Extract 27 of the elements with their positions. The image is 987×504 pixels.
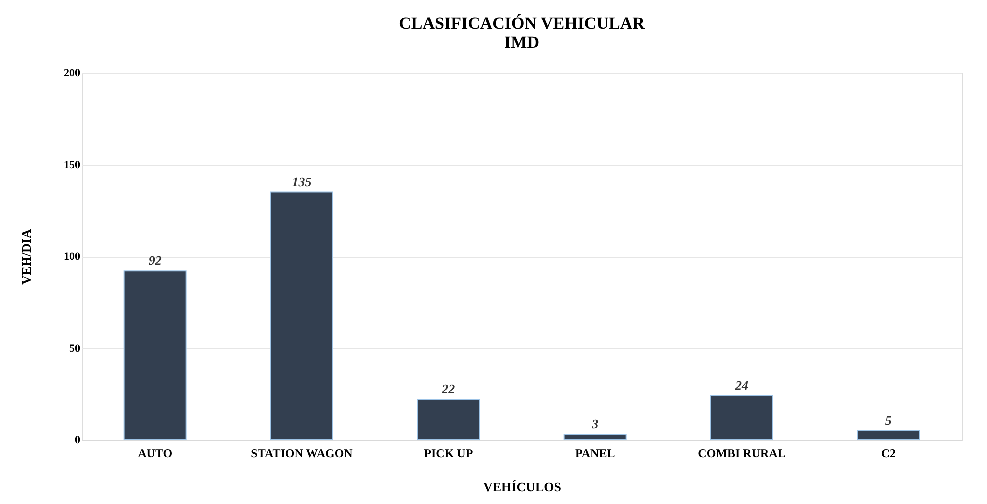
bar bbox=[124, 270, 187, 440]
bar bbox=[564, 434, 627, 440]
bar bbox=[857, 430, 920, 440]
y-tick-label: 50 bbox=[70, 342, 81, 355]
x-tick-label: PICK UP bbox=[424, 446, 474, 460]
x-tick-label: PANEL bbox=[575, 446, 616, 460]
y-tick-label: 0 bbox=[75, 434, 81, 446]
x-tick-label: COMBI RURAL bbox=[698, 446, 786, 460]
x-axis-title: VEHÍCULOS bbox=[483, 480, 562, 494]
bar bbox=[270, 192, 334, 440]
data-label: 22 bbox=[441, 382, 456, 397]
data-label: 92 bbox=[148, 253, 162, 268]
y-tick-label: 150 bbox=[64, 159, 81, 172]
x-tick-label: AUTO bbox=[138, 446, 173, 460]
chart-title: CLASIFICACIÓN VEHICULAR bbox=[399, 14, 646, 33]
data-label: 5 bbox=[885, 412, 892, 428]
y-axis-title: VEH/DIA bbox=[19, 228, 34, 285]
bar bbox=[417, 399, 480, 440]
y-tick-label: 100 bbox=[64, 251, 81, 263]
y-tick-label: 200 bbox=[64, 68, 81, 80]
data-label: 135 bbox=[292, 174, 312, 190]
bar bbox=[710, 395, 774, 440]
x-tick-label: STATION WAGON bbox=[251, 446, 354, 460]
x-tick-label: C2 bbox=[881, 446, 896, 460]
data-label: 3 bbox=[591, 416, 600, 432]
chart-subtitle: IMD bbox=[504, 33, 540, 52]
data-label: 24 bbox=[734, 378, 749, 393]
